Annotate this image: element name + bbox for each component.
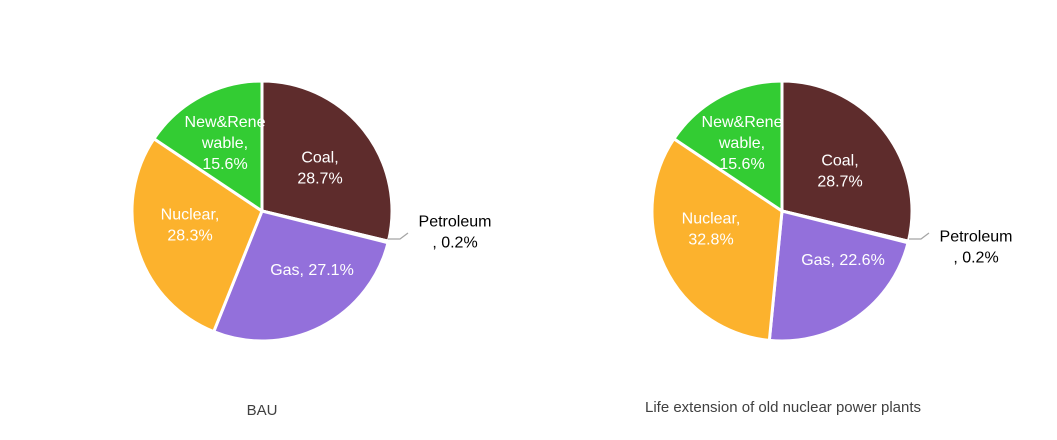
pie-slice-nuclear <box>650 137 784 342</box>
data-label-nuclear: Nuclear, 28.3% <box>161 207 220 245</box>
leader-line-petroleum <box>388 232 409 240</box>
data-label-coal: Coal, 28.7% <box>817 153 862 191</box>
data-label-petroleum: Petroleum, 0.2% <box>419 214 492 252</box>
data-label-coal: Coal, 28.7% <box>297 150 342 188</box>
data-label-new-renewable: New&Rene wable, 15.6% <box>185 114 266 173</box>
data-label-gas: Gas, 22.6% <box>801 252 885 269</box>
data-label-gas: Gas, 27.1% <box>270 262 354 279</box>
pie-slice-new-renewable <box>152 79 264 213</box>
chart-title-bau: BAU <box>246 402 278 419</box>
pie-chart-1: Coal, 28.7% Petroleum, 0.2% Gas, 22.6% Nucle… <box>650 79 1013 343</box>
data-label-new-renewable: New&Rene wable, 15.6% <box>702 114 783 173</box>
pie-slice-new-renewable <box>672 79 784 213</box>
data-label-nuclear: Nuclear, 32.8% <box>682 211 741 249</box>
pie-slice-coal <box>260 79 394 243</box>
data-label-petroleum: Petroleum, 0.2% <box>940 229 1013 267</box>
leader-line-petroleum <box>909 232 930 240</box>
pie-slice-gas <box>767 209 910 343</box>
pie-chart-0: Coal, 28.7% Petroleum, 0.2% Gas, 27.1% Nucle… <box>130 79 492 343</box>
pie-slice-coal <box>780 79 914 243</box>
pie-slice-nuclear <box>130 137 264 334</box>
chart-title-life-extension: Life extension of old nuclear power plan… <box>644 399 922 416</box>
pie-slice-gas <box>212 209 390 343</box>
